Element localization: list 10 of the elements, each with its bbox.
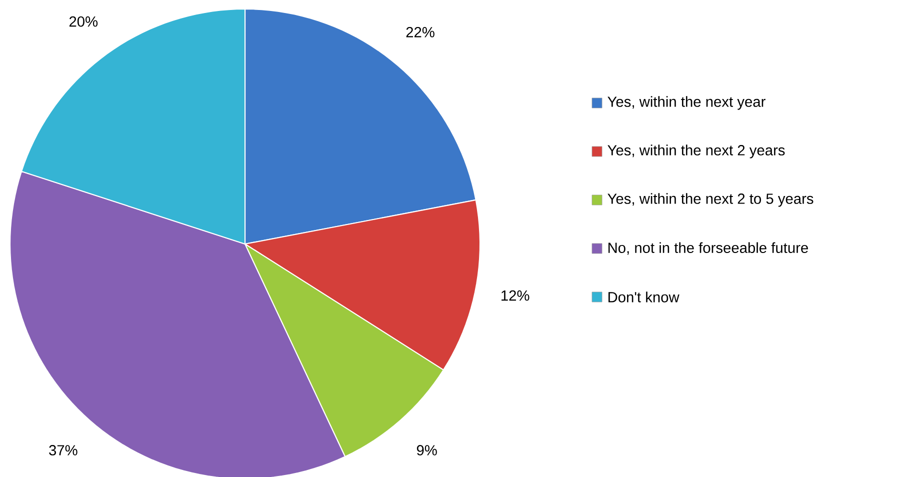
data-label: 9%	[416, 445, 437, 456]
data-label: 12%	[502, 290, 530, 301]
legend-label: Yes, within the next year	[608, 96, 766, 110]
legend-label: Yes, within the next 2 years	[608, 144, 785, 158]
legend-label: No, not in the forseeable future	[608, 242, 808, 255]
data-label: 37%	[49, 445, 78, 456]
data-label: 22%	[406, 26, 434, 38]
legend-label: Don't know	[608, 292, 680, 302]
data-label: 20%	[69, 16, 98, 27]
legend-label: Yes, within the next 2 to 5 years	[608, 193, 814, 207]
